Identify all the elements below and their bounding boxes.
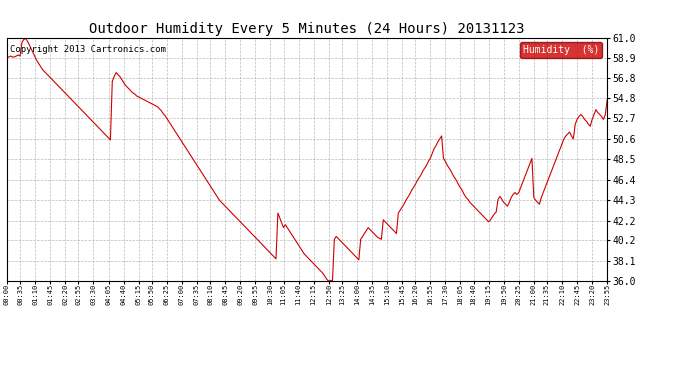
- Legend: Humidity  (%): Humidity (%): [520, 42, 602, 58]
- Text: Copyright 2013 Cartronics.com: Copyright 2013 Cartronics.com: [10, 45, 166, 54]
- Title: Outdoor Humidity Every 5 Minutes (24 Hours) 20131123: Outdoor Humidity Every 5 Minutes (24 Hou…: [89, 22, 525, 36]
